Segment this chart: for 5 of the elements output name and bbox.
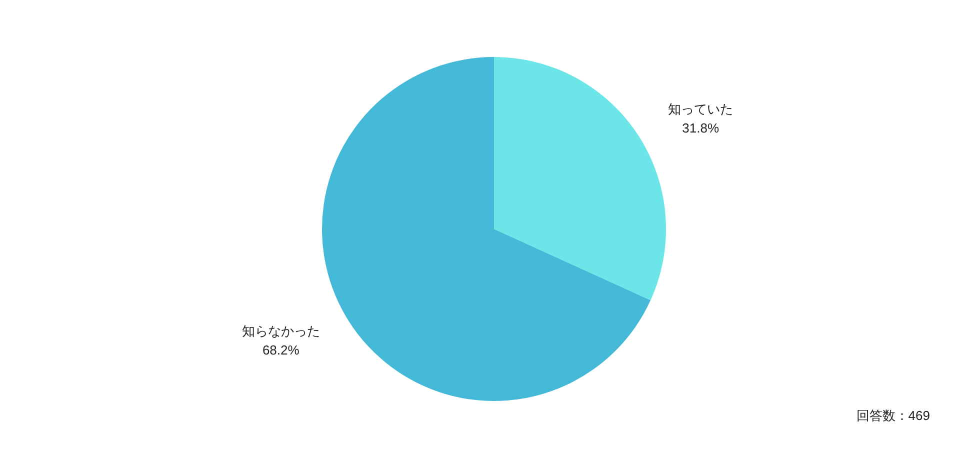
- text: 回答数：469: [856, 408, 930, 423]
- data-label: 31.8%: [682, 120, 720, 136]
- data-label: 68.2%: [262, 342, 300, 358]
- slice-label: 知らなかった: [242, 323, 320, 338]
- slice-label: 知っていた: [668, 102, 734, 117]
